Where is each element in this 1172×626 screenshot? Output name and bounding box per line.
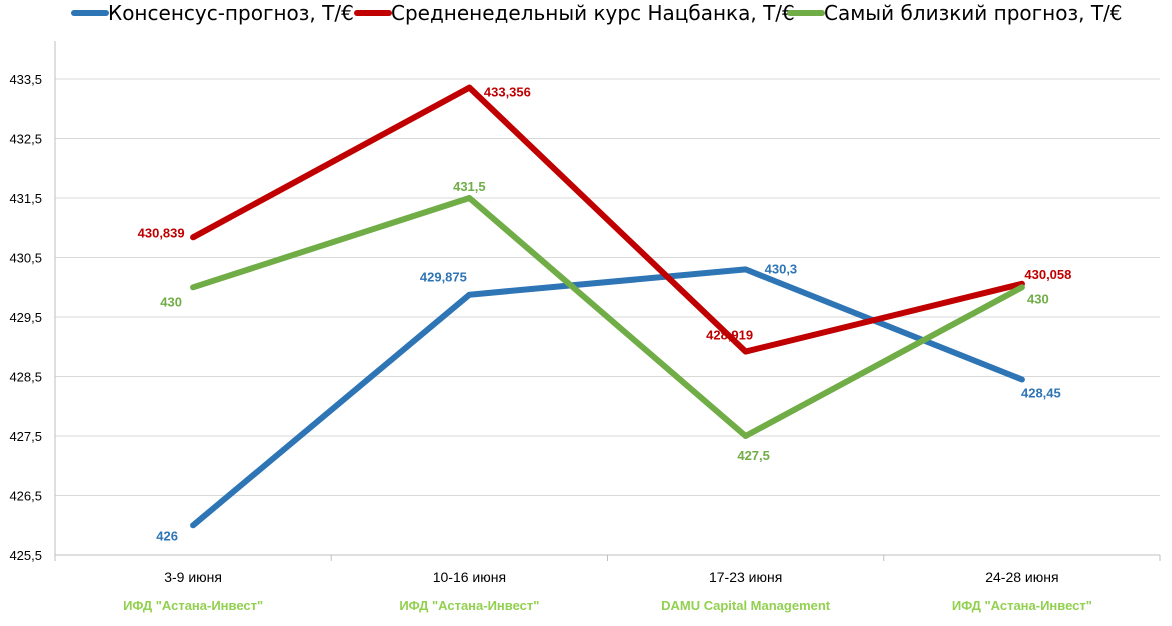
data-label: 430: [160, 294, 182, 309]
series-line-3: [190, 195, 1025, 439]
data-labels: 426 429,875 430,3 428,45 430,839 433,356 428,9…: [138, 85, 1072, 544]
data-label: 433,356: [484, 85, 531, 100]
y-tick-label: 431,5: [9, 191, 42, 206]
y-tick-label: 432,5: [9, 132, 42, 147]
y-tick-label: 430,5: [9, 251, 42, 266]
data-label: 428,45: [1021, 385, 1061, 400]
y-tick-label: 429,5: [9, 310, 42, 325]
series-lines: [190, 84, 1025, 529]
data-label: 428,919: [706, 328, 753, 343]
data-label: 430,3: [765, 261, 798, 276]
x-category-label: 17-23 июня: [709, 569, 782, 585]
legend: Консенсус-прогноз, Т/€ Средненедельный ку…: [71, 1, 1123, 25]
legend-entry: Средненедельный курс Нацбанка, Т/€: [391, 1, 795, 25]
x-axis-categories: 3-9 июня ИФД "Астана-Инвест" 10-16 июня ИФД…: [123, 569, 1092, 613]
y-tick-label: 426,5: [9, 489, 42, 504]
legend-entry: Самый близкий прогноз, Т/€: [824, 1, 1123, 25]
data-label: 426: [156, 528, 178, 543]
legend-entry: Консенсус-прогноз, Т/€: [108, 1, 354, 25]
data-label: 427,5: [737, 448, 770, 463]
series-line-2: [190, 84, 1025, 355]
x-category-label: 24-28 июня: [985, 569, 1058, 585]
x-category-source: ИФД "Астана-Инвест": [399, 598, 539, 613]
data-label: 430,058: [1024, 267, 1071, 282]
data-label: 431,5: [453, 179, 486, 194]
x-category-label: 10-16 июня: [433, 569, 506, 585]
data-label: 430,839: [138, 225, 185, 240]
x-category-source: ИФД "Астана-Инвест": [123, 598, 263, 613]
series-line-1: [190, 266, 1025, 529]
y-tick-label: 425,5: [9, 548, 42, 563]
y-tick-label: 428,5: [9, 370, 42, 385]
y-tick-label: 427,5: [9, 429, 42, 444]
data-label: 429,875: [420, 270, 467, 285]
axes: [54, 41, 1161, 561]
data-label: 430: [1027, 291, 1049, 306]
x-category-label: 3-9 июня: [164, 569, 222, 585]
y-tick-label: 433,5: [9, 72, 42, 87]
x-category-source: DAMU Capital Management: [661, 598, 831, 613]
x-category-source: ИФД "Астана-Инвест": [952, 598, 1092, 613]
y-axis-ticks: 425,5 426,5 427,5 428,5 429,5 430,5 431,5 432,5…: [9, 72, 42, 563]
